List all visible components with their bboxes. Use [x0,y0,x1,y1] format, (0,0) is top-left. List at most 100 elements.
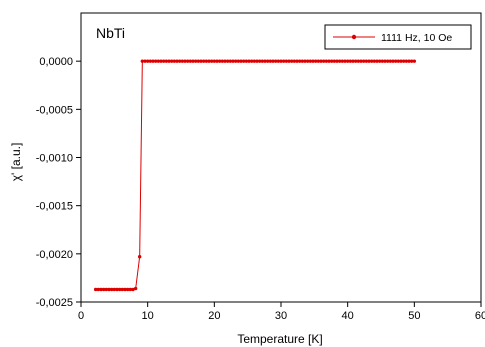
data-point [215,59,219,63]
data-point [228,59,233,63]
data-point [289,59,294,63]
data-point [151,59,155,63]
data-point [231,59,235,63]
data-point [143,59,147,63]
data-point [361,59,366,63]
data-point [193,59,198,63]
data-point [204,59,209,63]
x-tick-label: 0 [78,310,84,322]
data-point [329,59,334,63]
x-axis-title: Temperature [K] [237,332,322,346]
data-point [115,287,119,292]
data-point [159,59,163,63]
data-point [356,59,361,63]
legend-label: 1111 Hz, 10 Oe [381,32,452,44]
data-point [161,59,166,63]
data-point [324,59,329,63]
data-point [276,59,281,63]
data-point [167,59,171,63]
data-point [364,59,369,63]
sample-annotation: NbTi [96,25,125,41]
data-point [409,59,414,63]
data-point [169,59,174,63]
y-tick-label: -0,0015 [36,201,73,213]
data-point [145,59,150,63]
legend-marker [351,34,357,40]
data-point [401,59,406,63]
data-point [372,59,377,63]
data-point [281,59,286,63]
data-point [241,59,246,63]
y-tick-label: -0,0025 [36,297,73,309]
data-point [252,59,257,63]
data-point [292,59,297,63]
data-point [249,59,254,63]
data-point [265,59,270,63]
data-point [164,59,169,63]
data-point [188,59,193,63]
data-point [239,59,243,63]
data-point [284,59,289,63]
data-point [125,287,130,292]
data-point [96,287,101,292]
data-point [321,59,326,63]
data-point [128,287,133,292]
data-point [297,59,302,63]
data-point [137,255,142,259]
data-point [180,59,185,63]
data-point [225,59,230,63]
data-point [396,59,401,63]
data-point [388,59,393,63]
data-point [123,287,127,292]
data-point [308,59,313,63]
y-axis-title: χ' [a.u.] [9,143,23,182]
x-tick-label: 40 [342,310,354,322]
data-point [316,59,321,63]
data-point [153,59,158,63]
x-tick-label: 20 [208,310,220,322]
data-point [353,59,358,63]
data-point [191,59,195,63]
data-point [412,59,417,63]
data-point [201,59,206,63]
y-tick-label: -0,0005 [36,104,73,116]
data-point [244,59,249,63]
data-point [383,59,387,63]
data-point [332,59,337,63]
data-point [380,59,385,63]
data-point [196,59,201,63]
data-point [255,59,259,63]
x-tick-label: 30 [275,310,287,322]
axes: 0 10 20 30 40 50 60 -0,0025 -0,0020 -0,0015 -0,001… [36,12,485,322]
data-point [199,59,203,63]
data-point [375,59,379,63]
data-point [183,59,187,63]
data-point [311,59,315,63]
data-point [305,59,310,63]
data-point [156,59,161,63]
data-point [109,287,114,292]
data-point [367,59,371,63]
data-point [295,59,299,63]
data-point [93,287,98,292]
data-point [220,59,225,63]
data-point [99,287,103,292]
data-point [335,59,339,63]
data-point [112,287,117,292]
data-point [236,59,241,63]
data-point [300,59,305,63]
data-point [303,59,307,63]
data-point [101,287,106,292]
data-point [175,59,179,63]
data-point [273,59,278,63]
x-tick-label: 50 [408,310,420,322]
data-point [107,287,111,292]
data-point [177,59,182,63]
data-point [185,59,190,63]
data-point [133,286,138,291]
data-point [120,287,125,292]
data-point [313,59,318,63]
data-point [223,59,227,63]
data-point [131,287,135,292]
